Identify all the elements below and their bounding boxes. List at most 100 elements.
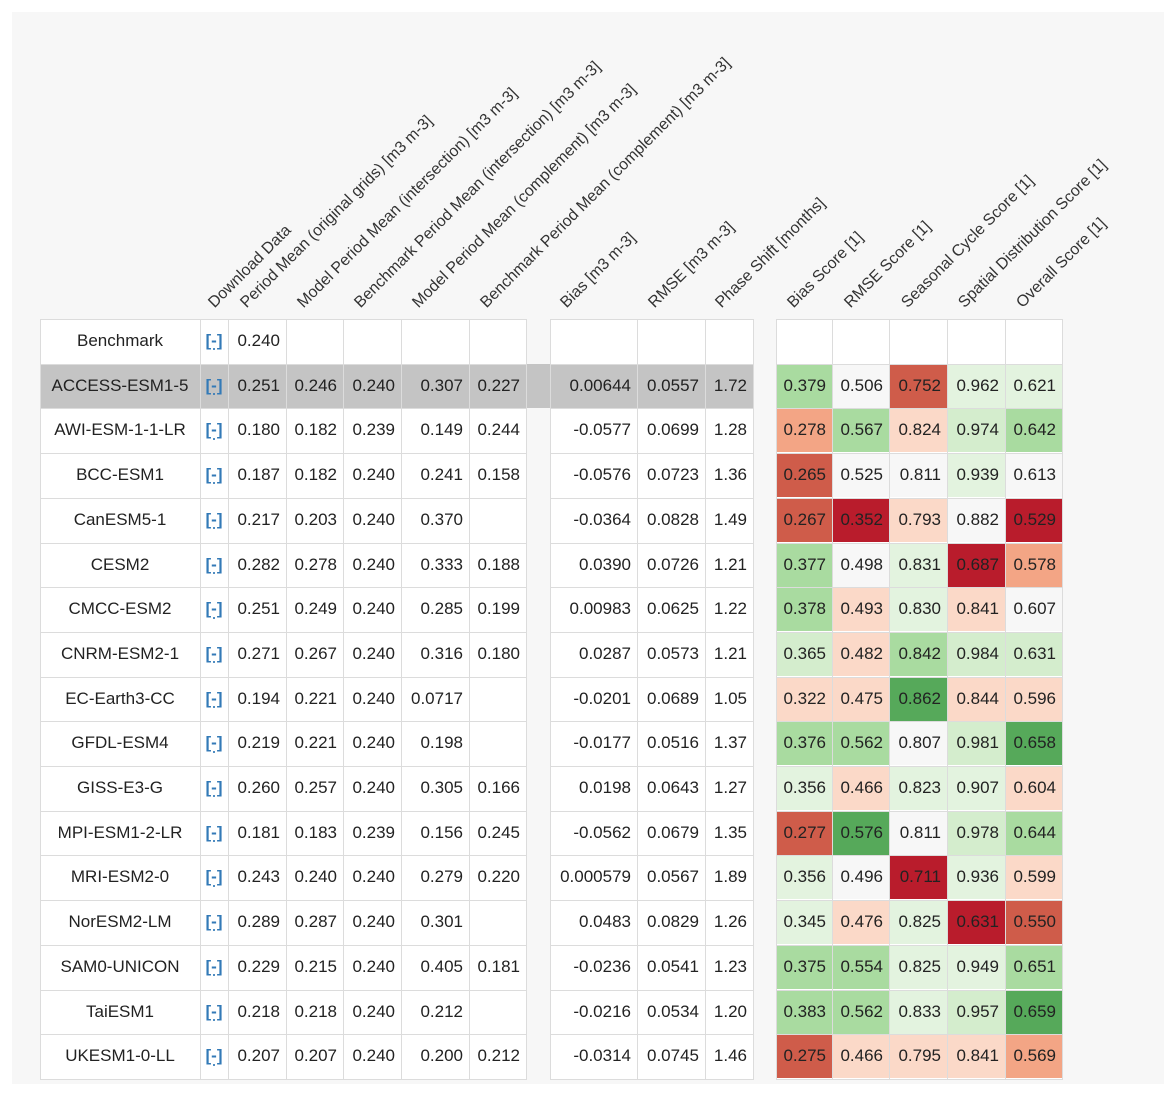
table-cell: 0.00644: [569, 375, 631, 395]
download-link[interactable]: [-]: [205, 375, 223, 395]
score-cell: 0.365: [776, 631, 832, 676]
table-row[interactable]: UKESM1-0-LL [-] 0.207 0.207 0.240 0.200 0.212 -…: [0, 1034, 1176, 1079]
score-cell: 0.506: [832, 363, 889, 408]
model-name[interactable]: CanESM5-1: [73, 509, 167, 529]
grid-line: [947, 319, 948, 1079]
grid-line: [832, 319, 833, 1079]
download-link[interactable]: [-]: [205, 420, 223, 440]
model-name[interactable]: CESM2: [90, 554, 150, 574]
table-cell: 0.279: [420, 867, 463, 887]
score-cell: 0.498: [832, 542, 889, 587]
table-cell: -0.0314: [573, 1046, 631, 1066]
table-cell: 0.257: [294, 778, 337, 797]
table-cell: 1.05: [713, 688, 747, 708]
model-name[interactable]: MRI-ESM2-0: [70, 867, 170, 887]
download-link[interactable]: [-]: [205, 465, 223, 485]
table-row[interactable]: GISS-E3-G [-] 0.260 0.257 0.240 0.305 0.166 0.0…: [0, 766, 1176, 810]
score-cell: 0.466: [832, 766, 889, 810]
table-cell: 0.149: [420, 420, 463, 440]
table-row[interactable]: BCC-ESM1 [-] 0.187 0.182 0.240 0.241 0.158 -0.0…: [0, 453, 1176, 498]
grid-line: [889, 319, 890, 1079]
download-link[interactable]: [-]: [205, 688, 223, 708]
model-name[interactable]: AWI-ESM-1-1-LR: [54, 420, 186, 440]
download-link[interactable]: [-]: [205, 912, 223, 932]
table-row[interactable]: CanESM5-1 [-] 0.217 0.203 0.240 0.370 -0.0364 0…: [0, 497, 1176, 542]
download-link[interactable]: [-]: [205, 599, 223, 619]
table-cell: 0.181: [477, 956, 520, 976]
table-cell: 0.251: [237, 599, 280, 619]
download-link[interactable]: [-]: [205, 778, 223, 797]
grid-line: [40, 990, 527, 991]
table-cell: 0.240: [352, 643, 395, 663]
table-cell: 0.240: [352, 375, 395, 395]
score-cell: 0.842: [889, 631, 947, 676]
score-cell: 0.554: [832, 944, 889, 989]
score-cell: 0.831: [889, 542, 947, 587]
table-cell: 1.46: [713, 1046, 747, 1066]
table-row[interactable]: CESM2 [-] 0.282 0.278 0.240 0.333 0.188 0.0390 0…: [0, 542, 1176, 587]
table-cell: 0.0828: [647, 509, 699, 529]
download-link[interactable]: [-]: [205, 331, 223, 350]
score-cell: 0.644: [1005, 810, 1062, 855]
score-cell: 0.379: [776, 363, 832, 408]
model-name[interactable]: GFDL-ESM4: [71, 733, 169, 753]
download-link[interactable]: [-]: [205, 956, 223, 976]
table-cell: 0.156: [420, 822, 463, 842]
selected-row-highlight: [40, 363, 754, 408]
table-cell: 0.240: [352, 733, 395, 753]
table-cell: 0.227: [477, 375, 520, 395]
model-name[interactable]: UKESM1-0-LL: [65, 1046, 175, 1066]
model-name[interactable]: MPI-ESM1-2-LR: [57, 822, 183, 842]
model-name[interactable]: CMCC-ESM2: [68, 599, 172, 619]
table-row[interactable]: AWI-ESM-1-1-LR [-] 0.180 0.182 0.239 0.149 0.2…: [0, 408, 1176, 453]
table-cell: 0.194: [237, 688, 280, 708]
model-name[interactable]: BCC-ESM1: [76, 465, 164, 485]
table-cell: 0.240: [237, 331, 280, 350]
table-cell: 1.72: [713, 375, 747, 395]
score-cell: 0.687: [947, 542, 1005, 587]
table-row[interactable]: SAM0-UNICON [-] 0.229 0.215 0.240 0.405 0.181 -…: [0, 944, 1176, 989]
download-link[interactable]: [-]: [205, 554, 223, 574]
table-cell: 0.218: [237, 1001, 280, 1021]
table-row[interactable]: GFDL-ESM4 [-] 0.219 0.221 0.240 0.198 -0.0177 0…: [0, 721, 1176, 766]
table-cell: 0.282: [237, 554, 280, 574]
download-link[interactable]: [-]: [205, 1001, 223, 1021]
model-name[interactable]: TaiESM1: [85, 1001, 155, 1021]
grid-line: [40, 587, 527, 588]
table-row[interactable]: EC-Earth3-CC [-] 0.194 0.221 0.240 0.0717 -0.0…: [0, 676, 1176, 721]
grid-line: [40, 1079, 527, 1080]
download-link[interactable]: [-]: [205, 1046, 223, 1066]
table-cell: 0.271: [237, 643, 280, 663]
download-link[interactable]: [-]: [205, 509, 223, 529]
score-cell: 0.352: [832, 497, 889, 542]
score-cell: 0.562: [832, 989, 889, 1034]
table-cell: 1.22: [713, 599, 747, 619]
table-row[interactable]: TaiESM1 [-] 0.218 0.218 0.240 0.212 -0.0216 0.0…: [0, 989, 1176, 1034]
score-cell: 0.621: [1005, 363, 1062, 408]
model-name[interactable]: GISS-E3-G: [77, 778, 163, 797]
grid-line: [40, 811, 527, 812]
download-link[interactable]: [-]: [205, 733, 223, 753]
table-cell: 1.26: [713, 912, 747, 932]
model-name[interactable]: EC-Earth3-CC: [65, 688, 175, 708]
grid-line: [637, 319, 638, 1079]
model-name[interactable]: CNRM-ESM2-1: [60, 643, 180, 663]
download-link[interactable]: [-]: [205, 643, 223, 663]
table-row[interactable]: ACCESS-ESM1-5 [-] 0.251 0.246 0.240 0.307 0.22…: [0, 363, 1176, 408]
model-name[interactable]: SAM0-UNICON: [60, 956, 180, 976]
grid-line: [550, 900, 754, 901]
download-link[interactable]: [-]: [205, 822, 223, 842]
table-row[interactable]: MRI-ESM2-0 [-] 0.243 0.240 0.240 0.279 0.220 0.…: [0, 855, 1176, 900]
table-cell: 1.89: [713, 867, 747, 887]
table-row[interactable]: MPI-ESM1-2-LR [-] 0.181 0.183 0.239 0.156 0.24…: [0, 810, 1176, 855]
grid-line: [550, 677, 754, 678]
download-link[interactable]: [-]: [205, 867, 223, 887]
score-cell: 0.378: [776, 587, 832, 632]
model-name[interactable]: NorESM2-LM: [68, 912, 172, 932]
table-cell: 0.198: [420, 733, 463, 753]
grid-line: [343, 319, 344, 1079]
model-name[interactable]: ACCESS-ESM1-5: [51, 375, 189, 395]
table-row[interactable]: NorESM2-LM [-] 0.289 0.287 0.240 0.301 0.0483 0…: [0, 900, 1176, 945]
table-row[interactable]: CNRM-ESM2-1 [-] 0.271 0.267 0.240 0.316 0.180 0…: [0, 631, 1176, 676]
table-row[interactable]: CMCC-ESM2 [-] 0.251 0.249 0.240 0.285 0.199 0.0…: [0, 587, 1176, 632]
